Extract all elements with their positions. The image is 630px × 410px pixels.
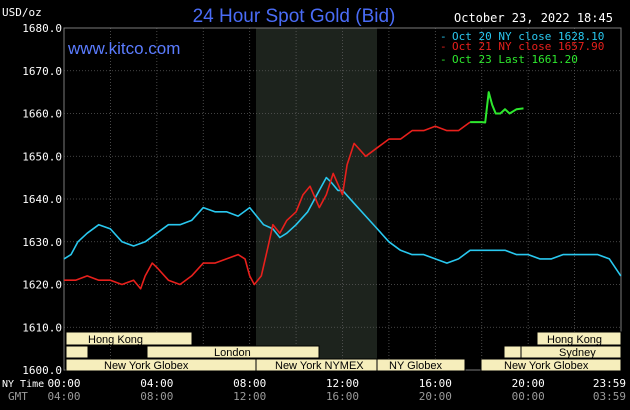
x-tick-label-ny: 00:00 (47, 377, 80, 390)
legend-oct23: Oct 23 Last 1661.20 (452, 53, 578, 66)
x-tick-label-ny: 23:59 (593, 377, 626, 390)
market-label-hongkong-1: Hong Kong (88, 334, 143, 346)
legend: - Oct 20 NY close 1628.10 - Oct 21 NY cl… (440, 30, 604, 66)
y-tick-label: 1680.0 (22, 22, 62, 35)
y-tick-label: 1670.0 (22, 65, 62, 78)
series-line-oct20 (63, 176, 622, 277)
x-tick-labels: 00:00 04:00 08:00 12:00 16:00 20:00 23:5904:00… (47, 377, 626, 403)
market-bar-nyglobex-2 (376, 358, 466, 372)
market-bar-sydney (520, 345, 622, 359)
x-tick-label-ny: 12:00 (326, 377, 359, 390)
y-tick-label: 1620.0 (22, 279, 62, 292)
x-tick-label-gmt: 00:00 (512, 390, 545, 403)
x-tick-label-ny: 20:00 (512, 377, 545, 390)
series-line-oct21 (64, 121, 471, 290)
price-series (63, 91, 622, 290)
legend-dash-1: - (440, 30, 447, 43)
market-bar-hongkong-2 (536, 331, 622, 346)
y-tick-label: 1660.0 (22, 108, 62, 121)
chart-title: 24 Hour Spot Gold (Bid) (193, 6, 396, 27)
market-label-sydney: Sydney (559, 347, 596, 359)
y-tick-label: 1610.0 (22, 321, 62, 334)
market-label-hongkong-2: Hong Kong (547, 334, 602, 346)
grid-lines (63, 27, 621, 371)
market-label-nymex: New York NYMEX (275, 360, 364, 372)
x-tick-label-gmt: 08:00 (140, 390, 173, 403)
y-tick-label: 1600.0 (22, 364, 62, 377)
market-label-london: London (214, 347, 251, 359)
market-sessions: Hong Kong Hong Kong London Sydney New Yo… (65, 331, 622, 372)
x-tick-label-gmt: 04:00 (47, 390, 80, 403)
x-tick-label-gmt: 20:00 (419, 390, 452, 403)
legend-oct21: Oct 21 NY close 1657.90 (452, 40, 604, 53)
x-axis-nytime-label: NY Time (2, 379, 44, 390)
market-label-nyglobex-3: New York Globex (504, 360, 589, 372)
market-bar-left-stub (65, 345, 89, 359)
legend-dash-3: - (440, 53, 447, 66)
x-tick-label-gmt: 16:00 (326, 390, 359, 403)
market-bar-stub-2 (503, 345, 522, 359)
timestamp: October 23, 2022 18:45 (454, 11, 613, 25)
site-url: www.kitco.com (67, 39, 180, 58)
x-tick-label-ny: 08:00 (233, 377, 266, 390)
legend-dash-2: - (440, 40, 447, 53)
y-tick-label: 1650.0 (22, 150, 62, 163)
market-label-nyglobex-1: New York Globex (104, 360, 189, 372)
x-tick-label-gmt: 12:00 (233, 390, 266, 403)
y-tick-label: 1640.0 (22, 193, 62, 206)
x-tick-label-gmt: 03:59 (593, 390, 626, 403)
x-tick-label-ny: 04:00 (140, 377, 173, 390)
x-axis-gmt-label: GMT (8, 390, 28, 403)
series-line-oct23 (470, 91, 524, 124)
y-tick-labels: 1680.0 1670.0 1660.0 1650.0 1640.0 1630.0 1620… (22, 22, 62, 377)
legend-oct20: Oct 20 NY close 1628.10 (452, 30, 604, 43)
market-label-nyglobex-2: NY Globex (389, 360, 442, 372)
market-bar-hongkong-1 (65, 331, 193, 346)
y-tick-label: 1630.0 (22, 236, 62, 249)
market-bar-nyglobex-3 (480, 358, 622, 372)
market-bar-london (146, 345, 320, 359)
y-axis-unit: USD/oz (2, 6, 42, 19)
x-tick-label-ny: 16:00 (419, 377, 452, 390)
